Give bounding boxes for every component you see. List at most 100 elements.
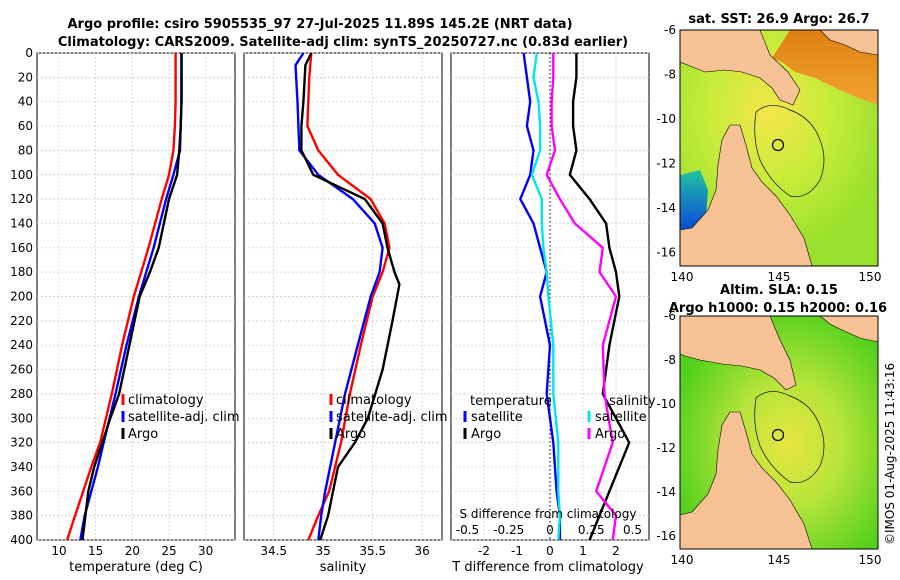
sst-map <box>680 30 878 266</box>
y-tick-label: 40 <box>18 95 33 109</box>
sst-map-axes: 140 145 150 -6 -8 -10 -12 -14 -16 <box>656 23 881 284</box>
map-x-tick-label: 150 <box>859 553 882 567</box>
map-y-tick-label: -14 <box>656 201 676 215</box>
map-y-tick-label: -10 <box>656 397 676 411</box>
sla-shelf-contour <box>754 391 825 483</box>
x-tick-label: 25 <box>161 544 176 558</box>
difference-legend: temperature satellite Argo salinity sate… <box>463 394 656 442</box>
legend-label-satellite: satellite-adj. clim <box>128 410 240 425</box>
x-tick-label: 34.5 <box>260 544 287 558</box>
x-tick-label: -2 <box>478 544 490 558</box>
y-tick-label: 160 <box>10 241 33 255</box>
y-tick-label: 380 <box>10 509 33 523</box>
y-tick-label: 80 <box>18 143 33 157</box>
map-x-tick-label: 145 <box>768 553 791 567</box>
series-layer <box>65 52 631 541</box>
x-tick-label: 36 <box>415 544 430 558</box>
sst-land-islands <box>819 30 878 56</box>
legend-title-salinity: salinity <box>609 394 656 409</box>
x-tick-label: 2 <box>612 544 620 558</box>
temperature-xlabel: temperature (deg C) <box>69 560 203 575</box>
s-tick-label: 0 <box>546 523 554 537</box>
sst-map-title: sat. SST: 26.9 Argo: 26.7 <box>688 12 869 27</box>
x-tick-label: 20 <box>125 544 140 558</box>
header-title-1: Argo profile: csiro 5905535_97 27-Jul-20… <box>67 17 572 32</box>
series-line-t-argo <box>568 53 631 541</box>
map-y-tick-label: -6 <box>664 23 676 37</box>
map-y-tick-label: -6 <box>664 309 676 323</box>
sst-warm-region <box>772 30 878 105</box>
s-tick-label: -0.25 <box>493 523 524 537</box>
y-tick-label: 120 <box>10 192 33 206</box>
s-tick-label: -0.5 <box>456 523 479 537</box>
series-line-climatology <box>65 53 177 541</box>
x-tick-label: 35.5 <box>359 544 386 558</box>
map-y-tick-label: -8 <box>664 353 676 367</box>
series-line-satellite-adj-clim <box>294 52 384 541</box>
salinity-xlabel: salinity <box>320 560 367 575</box>
series-line-climatology <box>306 52 391 541</box>
y-tick-label: 220 <box>10 314 33 328</box>
map-y-tick-label: -12 <box>656 157 676 171</box>
grid-layer: 0204060801001201401601802002202402602803… <box>10 46 649 558</box>
map-x-tick-label: 140 <box>671 553 694 567</box>
map-x-tick-label: 140 <box>671 270 694 284</box>
map-y-tick-label: -16 <box>656 529 676 543</box>
sla-map-title-1: Altim. SLA: 0.15 <box>720 283 838 298</box>
sla-map-frame <box>679 315 879 550</box>
sst-argo-location-marker <box>771 138 785 152</box>
x-tick-label: 0 <box>546 544 554 558</box>
map-y-tick-label: -16 <box>656 246 676 260</box>
sla-land-islands <box>819 316 878 343</box>
sst-land-new-guinea <box>680 30 801 106</box>
map-y-tick-label: -14 <box>656 485 676 499</box>
legend-label-argo: Argo <box>336 427 366 442</box>
sla-map <box>680 316 878 549</box>
y-tick-label: 0 <box>25 46 33 60</box>
y-tick-label: 180 <box>10 265 33 279</box>
sla-map-axes: 140 145 150 -6 -8 -10 -12 -14 -16 <box>656 309 881 567</box>
sst-shelf-contour <box>754 105 825 197</box>
sst-map-frame <box>679 29 879 267</box>
y-tick-label: 140 <box>10 216 33 230</box>
sla-map-title-2: Argo h1000: 0.15 h2000: 0.16 <box>669 301 887 316</box>
legend-label-argo: Argo <box>128 427 158 442</box>
s-tick-label: 0.25 <box>578 523 605 537</box>
y-tick-label: 60 <box>18 119 33 133</box>
series-line-s-argo <box>545 53 618 541</box>
y-tick-label: 240 <box>10 338 33 352</box>
sla-land-australia <box>680 411 813 549</box>
legend-title-temperature: temperature <box>470 394 552 409</box>
x-tick-label: 35 <box>316 544 331 558</box>
y-tick-label: 200 <box>10 290 33 304</box>
header-title-2: Climatology: CARS2009. Satellite-adj cli… <box>58 35 628 50</box>
y-tick-label: 20 <box>18 70 33 84</box>
temperature-legend: climatology satellite-adj. clim Argo <box>121 393 240 442</box>
difference-xlabel: T difference from climatology <box>451 560 644 575</box>
x-tick-label: 1 <box>579 544 587 558</box>
legend-label-s-argo: Argo <box>595 427 625 442</box>
series-line-argo <box>81 53 183 541</box>
y-tick-label: 100 <box>10 168 33 182</box>
y-tick-label: 300 <box>10 411 33 425</box>
sla-argo-location-marker <box>771 428 785 442</box>
footer-timestamp: ©IMOS 01-Aug-2025 11:43:16 <box>883 363 897 545</box>
series-line-argo <box>300 52 401 541</box>
legend-label-t-satellite: satellite <box>471 410 523 425</box>
y-tick-label: 360 <box>10 484 33 498</box>
y-tick-label: 320 <box>10 436 33 450</box>
legend-label-climatology: climatology <box>336 393 412 408</box>
y-tick-label: 280 <box>10 387 33 401</box>
map-x-tick-label: 150 <box>859 270 882 284</box>
y-tick-label: 260 <box>10 363 33 377</box>
legend-label-satellite: satellite-adj. clim <box>336 410 448 425</box>
salinity-legend: climatology satellite-adj. clim Argo <box>329 393 448 442</box>
map-y-tick-label: -12 <box>656 441 676 455</box>
y-tick-label: 340 <box>10 460 33 474</box>
x-tick-label: 30 <box>198 544 213 558</box>
map-x-tick-label: 145 <box>768 270 791 284</box>
s-difference-xlabel: S difference from climatology <box>460 507 637 521</box>
legend-label-s-satellite: satellite <box>595 410 647 425</box>
map-y-tick-label: -8 <box>664 68 676 82</box>
